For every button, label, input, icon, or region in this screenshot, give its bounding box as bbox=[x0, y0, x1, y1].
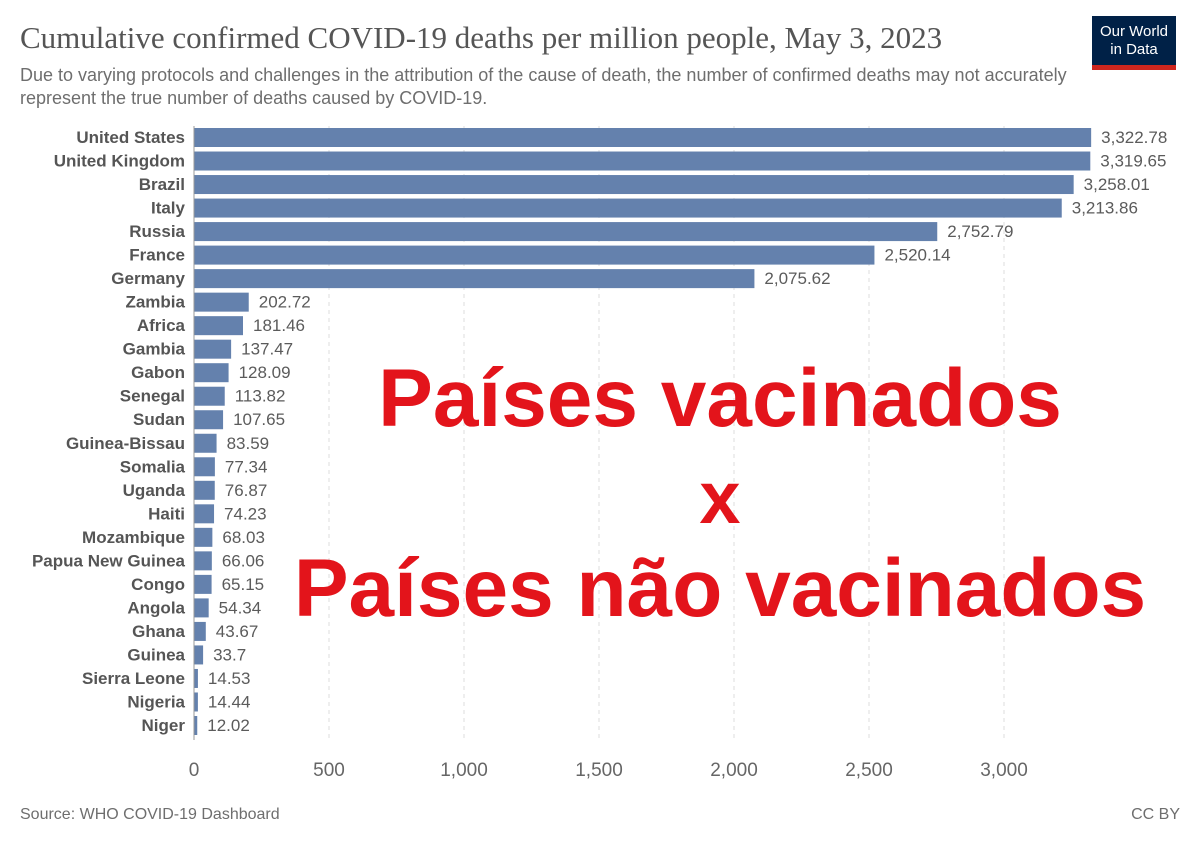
value-label: 14.53 bbox=[208, 669, 251, 688]
category-label: Angola bbox=[127, 598, 185, 617]
logo-accent-bar bbox=[1092, 65, 1176, 70]
source-note: Source: WHO COVID-19 Dashboard bbox=[20, 806, 280, 823]
value-label: 3,319.65 bbox=[1100, 152, 1166, 171]
chart-title: Cumulative confirmed COVID-19 deaths per… bbox=[20, 20, 943, 55]
bar bbox=[194, 668, 198, 688]
value-label: 74.23 bbox=[224, 504, 267, 523]
bar bbox=[194, 551, 212, 571]
category-label: Sudan bbox=[133, 410, 185, 429]
value-label: 3,258.01 bbox=[1084, 175, 1150, 194]
x-tick-label: 3,000 bbox=[980, 760, 1028, 781]
category-label: Gabon bbox=[131, 363, 185, 382]
license-note[interactable]: CC BY bbox=[1131, 806, 1180, 823]
category-label: Germany bbox=[111, 269, 185, 288]
category-label: Zambia bbox=[125, 293, 185, 312]
category-label: Ghana bbox=[132, 622, 185, 641]
x-tick-label: 1,500 bbox=[575, 760, 623, 781]
category-label: France bbox=[129, 246, 185, 265]
value-label: 12.02 bbox=[207, 716, 250, 735]
logo-line-2: in Data bbox=[1110, 41, 1158, 58]
value-label: 77.34 bbox=[225, 457, 268, 476]
value-label: 65.15 bbox=[222, 575, 265, 594]
bar bbox=[194, 716, 198, 735]
value-label: 76.87 bbox=[225, 481, 268, 500]
category-label: Brazil bbox=[139, 175, 185, 194]
value-label: 83.59 bbox=[227, 434, 270, 453]
bar bbox=[194, 339, 232, 359]
category-label: Uganda bbox=[123, 481, 186, 500]
value-label: 128.09 bbox=[239, 363, 291, 382]
category-label: Haiti bbox=[148, 504, 185, 523]
value-label: 54.34 bbox=[219, 598, 262, 617]
bar bbox=[194, 245, 875, 265]
value-label: 3,322.78 bbox=[1101, 128, 1167, 147]
x-tick-label: 2,500 bbox=[845, 760, 893, 781]
category-label: Guinea bbox=[127, 645, 185, 664]
bar bbox=[194, 198, 1062, 218]
value-label: 14.44 bbox=[208, 692, 251, 711]
overlay-text-versus: x bbox=[699, 456, 741, 539]
bar bbox=[194, 410, 224, 430]
bar bbox=[194, 128, 1092, 147]
value-label: 2,752.79 bbox=[947, 222, 1013, 241]
category-label: Russia bbox=[129, 222, 185, 241]
value-label: 3,213.86 bbox=[1072, 199, 1138, 218]
bar bbox=[194, 574, 212, 594]
x-tick-label: 0 bbox=[189, 760, 200, 781]
bar bbox=[194, 386, 225, 406]
category-label: Italy bbox=[151, 199, 186, 218]
category-label: Gambia bbox=[123, 340, 186, 359]
value-label: 33.7 bbox=[213, 645, 246, 664]
category-label: Congo bbox=[131, 575, 185, 594]
category-label: United States bbox=[76, 128, 185, 147]
category-label: Papua New Guinea bbox=[32, 551, 186, 570]
bar bbox=[194, 504, 215, 524]
value-label: 181.46 bbox=[253, 316, 305, 335]
overlay-text-vaccinated: Países vacinados bbox=[378, 353, 1062, 444]
bar bbox=[194, 621, 206, 641]
value-label: 68.03 bbox=[222, 528, 265, 547]
value-label: 107.65 bbox=[233, 410, 285, 429]
bar bbox=[194, 433, 217, 453]
category-label: Somalia bbox=[120, 457, 186, 476]
bar bbox=[194, 527, 213, 547]
category-label: Niger bbox=[142, 716, 186, 735]
x-tick-label: 2,000 bbox=[710, 760, 758, 781]
category-label: Guinea-Bissau bbox=[66, 434, 185, 453]
category-label: Senegal bbox=[120, 387, 185, 406]
chart-subtitle: Due to varying protocols and challenges … bbox=[20, 65, 1067, 108]
bar bbox=[194, 269, 755, 289]
value-label: 2,520.14 bbox=[884, 246, 950, 265]
value-label: 66.06 bbox=[222, 551, 265, 570]
bar bbox=[194, 222, 938, 242]
bar bbox=[194, 598, 209, 618]
value-label: 137.47 bbox=[241, 340, 293, 359]
category-label: Nigeria bbox=[127, 692, 185, 711]
category-label: Mozambique bbox=[82, 528, 185, 547]
bar bbox=[194, 457, 215, 477]
category-label: Sierra Leone bbox=[82, 669, 185, 688]
bar bbox=[194, 363, 229, 383]
bar bbox=[194, 292, 249, 312]
category-label: Africa bbox=[137, 316, 186, 335]
value-label: 202.72 bbox=[259, 293, 311, 312]
bar bbox=[194, 316, 243, 336]
value-label: 113.82 bbox=[235, 387, 286, 406]
bar bbox=[194, 175, 1074, 195]
bar-chart: United States 3,322.78 United Kingdom 3,319… bbox=[32, 126, 1167, 781]
bar bbox=[194, 645, 204, 665]
value-label: 2,075.62 bbox=[764, 269, 830, 288]
bar bbox=[194, 480, 215, 500]
overlay-text-unvaccinated: Países não vacinados bbox=[293, 543, 1147, 634]
x-tick-label: 500 bbox=[313, 760, 345, 781]
category-label: United Kingdom bbox=[54, 152, 185, 171]
x-tick-label: 1,000 bbox=[440, 760, 488, 781]
bar bbox=[194, 151, 1091, 171]
value-label: 43.67 bbox=[216, 622, 259, 641]
bar bbox=[194, 692, 198, 712]
logo-line-1: Our World bbox=[1099, 23, 1169, 40]
owid-logo[interactable]: Our World in Data bbox=[1092, 16, 1176, 70]
